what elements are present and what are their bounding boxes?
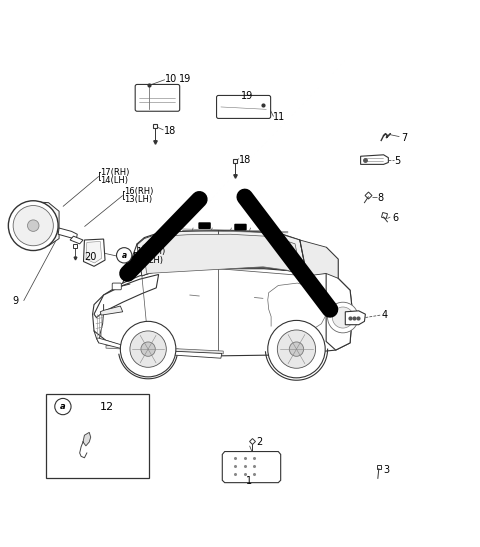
Polygon shape xyxy=(94,275,158,317)
Text: 1: 1 xyxy=(246,476,252,486)
Text: 21(LH): 21(LH) xyxy=(136,255,164,265)
Polygon shape xyxy=(20,202,59,247)
Text: 10: 10 xyxy=(165,74,177,84)
FancyBboxPatch shape xyxy=(198,222,211,229)
Text: 3: 3 xyxy=(384,465,390,475)
Text: 6: 6 xyxy=(392,213,398,223)
Text: 5: 5 xyxy=(394,156,400,166)
Polygon shape xyxy=(84,239,105,266)
Circle shape xyxy=(277,330,316,368)
Text: 16(RH): 16(RH) xyxy=(124,187,154,196)
Polygon shape xyxy=(106,345,223,354)
FancyBboxPatch shape xyxy=(234,224,247,230)
Text: 14(LH): 14(LH) xyxy=(100,176,128,185)
Polygon shape xyxy=(137,230,307,276)
Text: 8: 8 xyxy=(377,193,384,203)
Text: 7: 7 xyxy=(401,133,407,143)
Polygon shape xyxy=(300,240,338,278)
Text: a: a xyxy=(121,251,127,260)
FancyBboxPatch shape xyxy=(135,84,180,111)
Circle shape xyxy=(289,342,304,356)
Polygon shape xyxy=(326,247,352,350)
FancyBboxPatch shape xyxy=(46,394,149,478)
Circle shape xyxy=(327,302,358,333)
Polygon shape xyxy=(143,234,301,275)
Polygon shape xyxy=(360,155,388,165)
Text: 18: 18 xyxy=(164,126,177,136)
Circle shape xyxy=(13,206,53,246)
Polygon shape xyxy=(58,228,77,239)
Polygon shape xyxy=(70,236,83,244)
Text: 4: 4 xyxy=(381,310,387,320)
Polygon shape xyxy=(96,338,222,358)
Circle shape xyxy=(117,248,132,263)
Text: 2: 2 xyxy=(256,437,262,447)
Polygon shape xyxy=(93,269,352,356)
Text: 19: 19 xyxy=(179,74,192,84)
Polygon shape xyxy=(86,241,102,263)
Text: 13(LH): 13(LH) xyxy=(124,195,152,204)
Polygon shape xyxy=(137,230,307,276)
Text: 12: 12 xyxy=(100,401,114,411)
FancyBboxPatch shape xyxy=(216,96,271,119)
Circle shape xyxy=(27,220,39,231)
FancyBboxPatch shape xyxy=(112,283,121,290)
Circle shape xyxy=(55,398,71,415)
Text: 9: 9 xyxy=(12,296,18,306)
Text: 19: 19 xyxy=(241,91,254,101)
Polygon shape xyxy=(222,451,281,482)
Text: a: a xyxy=(60,402,66,411)
Text: 11: 11 xyxy=(273,112,285,122)
Text: 18: 18 xyxy=(239,155,252,165)
Text: 15(RH): 15(RH) xyxy=(136,247,165,257)
Polygon shape xyxy=(100,306,123,315)
Circle shape xyxy=(332,307,353,328)
Circle shape xyxy=(130,331,166,367)
Polygon shape xyxy=(83,432,91,446)
Circle shape xyxy=(268,321,325,378)
Circle shape xyxy=(120,321,176,377)
Text: 17(RH): 17(RH) xyxy=(100,167,130,177)
Polygon shape xyxy=(345,311,365,325)
Circle shape xyxy=(8,201,58,251)
Circle shape xyxy=(141,342,156,356)
Text: 20: 20 xyxy=(84,252,97,262)
